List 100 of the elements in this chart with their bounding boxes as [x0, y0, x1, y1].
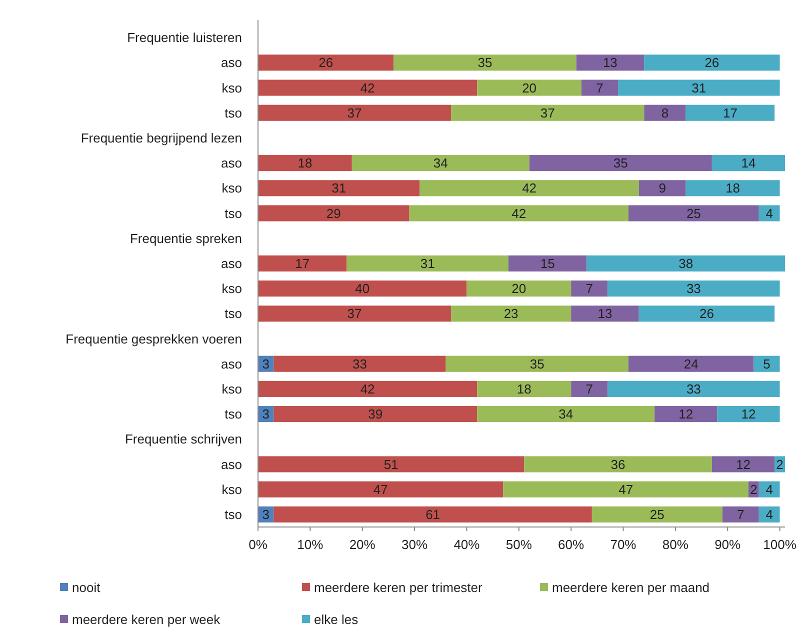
bar: [754, 356, 780, 372]
x-tick-label: 20%: [349, 537, 376, 552]
y-tick-label: tso: [224, 306, 242, 322]
data-label: 26: [318, 55, 334, 70]
data-label: 61: [426, 507, 440, 522]
bar: [451, 104, 644, 121]
x-tick-label: 50%: [506, 537, 532, 552]
data-label: 34: [433, 156, 448, 171]
data-label: 12: [741, 406, 756, 422]
bar: [477, 380, 572, 397]
bar: [346, 255, 508, 272]
y-tick-label: Frequentie gesprekken voeren: [66, 331, 242, 346]
bar: [722, 506, 759, 522]
y-tick-label: Frequentie schrijven: [124, 432, 242, 447]
bar: [258, 306, 452, 322]
data-label: 3: [262, 356, 270, 372]
data-label: 39: [368, 406, 383, 422]
data-label: 4: [766, 507, 773, 522]
bar: [644, 54, 780, 71]
y-tick-label: kso: [222, 180, 242, 196]
bar: [258, 255, 347, 272]
legend-label: elke les: [314, 612, 359, 627]
data-label: 4: [766, 206, 773, 221]
bar: [524, 456, 712, 472]
bar: [571, 380, 608, 397]
bar: [409, 205, 628, 222]
bar: [258, 54, 394, 71]
data-label: 35: [478, 55, 492, 70]
bar: [503, 481, 748, 498]
y-tick-label: kso: [222, 482, 242, 497]
data-label: 20: [522, 80, 537, 96]
data-label: 18: [726, 180, 740, 196]
bar: [258, 205, 410, 222]
y-tick-label: aso: [221, 256, 242, 271]
bar: [274, 356, 446, 372]
y-tick-label: Frequentie spreken: [130, 230, 242, 246]
bar: [274, 506, 592, 522]
data-label: 42: [522, 180, 537, 196]
data-label: 8: [661, 105, 669, 120]
bar: [529, 155, 712, 172]
data-label: 12: [736, 456, 750, 472]
data-label: 26: [700, 306, 714, 322]
data-label: 24: [684, 356, 698, 372]
data-label: 47: [373, 482, 388, 497]
data-label: 13: [602, 55, 618, 70]
bar: [592, 506, 722, 522]
x-tick-label: 80%: [662, 537, 689, 552]
bar: [628, 356, 754, 372]
x-tick-label: 10%: [297, 537, 324, 552]
bar: [628, 205, 759, 222]
data-label: 35: [530, 356, 544, 372]
data-label: 3: [262, 406, 270, 422]
bar: [638, 306, 775, 322]
bar: [420, 180, 639, 196]
data-label: 13: [598, 306, 612, 322]
bar: [477, 406, 655, 422]
bar: [758, 205, 780, 222]
data-label: 9: [658, 180, 666, 196]
bar: [686, 180, 780, 196]
data-label: 42: [360, 80, 375, 96]
data-label: 2: [750, 482, 758, 497]
y-tick-label: Frequentie begrijpend lezen: [80, 130, 242, 146]
bar: [352, 155, 530, 172]
bar: [686, 104, 775, 121]
y-tick-label: tso: [224, 406, 242, 422]
data-label: 18: [516, 382, 532, 396]
bar: [586, 255, 785, 272]
y-tick-label: aso: [221, 356, 242, 372]
bar: [571, 306, 639, 322]
bar: [466, 280, 572, 297]
data-label: 33: [686, 382, 701, 396]
x-tick-label: 0%: [248, 537, 268, 552]
data-label: 20: [512, 281, 526, 296]
data-label: 23: [504, 306, 518, 322]
data-label: 12: [678, 406, 694, 422]
bar: [758, 481, 780, 498]
legend-label: nooit: [72, 580, 101, 595]
bar: [608, 280, 780, 297]
bar: [654, 406, 718, 422]
y-tick-label: aso: [221, 456, 242, 472]
bar: [274, 406, 478, 422]
data-label: 31: [332, 180, 346, 196]
data-label: 7: [596, 80, 604, 96]
x-tick-label: 60%: [558, 537, 585, 552]
data-label: 7: [737, 507, 744, 522]
bar: [758, 506, 780, 522]
data-label: 2: [776, 456, 784, 472]
data-label: 26: [704, 55, 720, 70]
bar: [258, 380, 478, 397]
data-label: 35: [613, 156, 628, 171]
y-tick-label: kso: [222, 80, 242, 96]
y-tick-label: aso: [221, 55, 242, 70]
bar: [258, 456, 524, 472]
legend-label: meerdere keren per week: [72, 612, 221, 627]
data-label: 37: [347, 306, 362, 322]
data-label: 33: [686, 281, 701, 296]
data-label: 7: [586, 382, 593, 396]
legend-label: meerdere keren per trimester: [314, 580, 484, 595]
bar: [712, 456, 775, 472]
bar: [258, 104, 452, 121]
